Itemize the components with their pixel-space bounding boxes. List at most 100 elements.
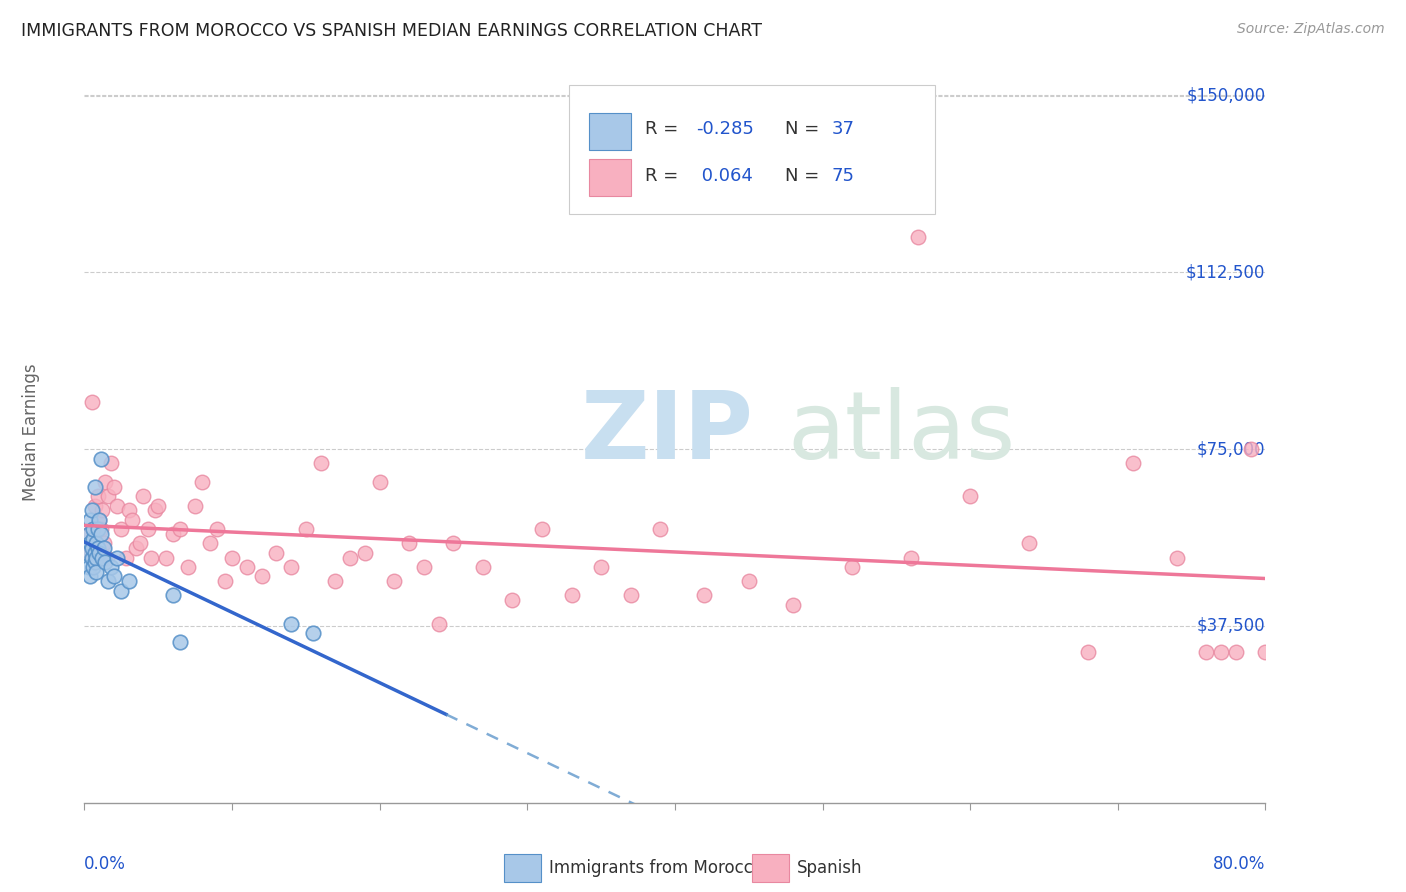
Point	[295, 522, 318, 536]
Point	[76, 546, 98, 560]
Point	[83, 499, 105, 513]
Point	[738, 574, 761, 589]
Point	[148, 499, 170, 513]
Text: N =: N =	[785, 120, 825, 138]
Point	[325, 574, 347, 589]
Point	[84, 536, 107, 550]
Point	[354, 546, 377, 560]
Point	[96, 550, 118, 565]
FancyBboxPatch shape	[568, 85, 935, 214]
Point	[620, 588, 643, 602]
Point	[501, 593, 523, 607]
Point	[1211, 645, 1233, 659]
Point	[83, 546, 105, 560]
Point	[77, 527, 100, 541]
Point	[132, 489, 155, 503]
Point	[80, 395, 103, 409]
Point	[472, 560, 495, 574]
Point	[531, 522, 554, 536]
Point	[100, 456, 122, 470]
Point	[169, 635, 191, 649]
Point	[1195, 645, 1218, 659]
Point	[162, 588, 184, 602]
Bar	[589, 160, 631, 196]
Point	[169, 522, 191, 536]
Point	[907, 230, 929, 244]
Point	[959, 489, 981, 503]
Point	[93, 536, 115, 550]
Point	[118, 503, 141, 517]
Point	[82, 522, 104, 536]
Point	[1077, 645, 1099, 659]
Point	[139, 550, 162, 565]
Text: 37: 37	[832, 120, 855, 138]
Text: atlas: atlas	[787, 386, 1015, 479]
Point	[693, 588, 716, 602]
Point	[398, 536, 420, 550]
Point	[97, 489, 120, 503]
Point	[79, 513, 101, 527]
Point	[103, 569, 125, 583]
Point	[94, 555, 117, 569]
Point	[302, 626, 325, 640]
Point	[105, 499, 128, 513]
Point	[84, 536, 107, 550]
Text: Spanish: Spanish	[797, 859, 862, 877]
Point	[207, 522, 229, 536]
Point	[114, 550, 136, 565]
Point	[110, 583, 132, 598]
Point	[129, 536, 152, 550]
Point	[82, 522, 104, 536]
Point	[94, 475, 117, 490]
Text: Immigrants from Morocco: Immigrants from Morocco	[548, 859, 762, 877]
Point	[309, 456, 332, 470]
Bar	[503, 854, 541, 882]
Point	[110, 522, 132, 536]
Point	[900, 550, 922, 565]
Text: 0.0%: 0.0%	[84, 855, 127, 872]
Point	[1225, 645, 1247, 659]
Point	[250, 569, 273, 583]
Point	[443, 536, 465, 550]
Point	[80, 503, 103, 517]
Point	[82, 532, 104, 546]
Point	[77, 527, 100, 541]
Point	[841, 560, 863, 574]
Point	[1166, 550, 1188, 565]
Point	[214, 574, 236, 589]
Point	[162, 527, 184, 541]
Point	[82, 560, 104, 574]
Point	[591, 560, 613, 574]
Point	[91, 503, 114, 517]
Point	[79, 536, 101, 550]
Point	[125, 541, 148, 556]
Point	[1254, 645, 1277, 659]
Point	[413, 560, 436, 574]
Point	[198, 536, 221, 550]
Point	[368, 475, 391, 490]
Point	[280, 560, 302, 574]
Text: 0.064: 0.064	[696, 167, 754, 185]
Point	[136, 522, 159, 536]
Text: R =: R =	[645, 120, 685, 138]
Point	[87, 546, 111, 560]
Point	[87, 513, 111, 527]
Point	[177, 560, 200, 574]
Text: Median Earnings: Median Earnings	[22, 364, 41, 501]
Point	[93, 541, 115, 556]
Text: $150,000: $150,000	[1187, 87, 1265, 104]
Point	[97, 574, 120, 589]
Bar	[589, 112, 631, 150]
Point	[382, 574, 406, 589]
Text: $37,500: $37,500	[1197, 617, 1265, 635]
Bar	[752, 854, 789, 882]
Point	[100, 560, 122, 574]
Text: $112,500: $112,500	[1187, 263, 1265, 281]
Text: Source: ZipAtlas.com: Source: ZipAtlas.com	[1237, 22, 1385, 37]
Text: N =: N =	[785, 167, 825, 185]
Point	[143, 503, 166, 517]
Point	[221, 550, 243, 565]
Point	[103, 480, 125, 494]
Point	[1018, 536, 1040, 550]
Text: $75,000: $75,000	[1197, 440, 1265, 458]
